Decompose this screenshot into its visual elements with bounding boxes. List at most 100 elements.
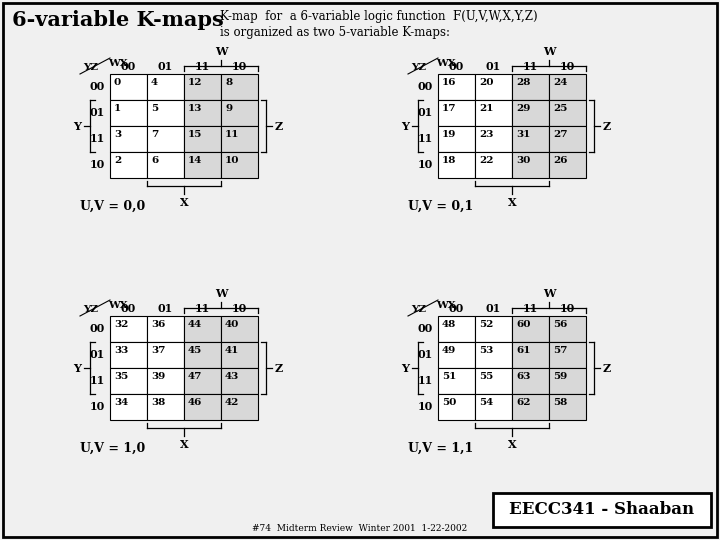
Bar (549, 100, 586, 126)
Text: 44: 44 (188, 320, 202, 329)
Text: 7: 7 (151, 130, 158, 139)
Text: 01: 01 (158, 61, 173, 72)
Bar (549, 368, 586, 394)
Text: X: X (508, 197, 516, 208)
Bar (512, 368, 549, 394)
Text: 49: 49 (442, 346, 456, 355)
Bar (438, 152, 475, 178)
Text: 54: 54 (479, 398, 493, 407)
Bar (438, 394, 475, 420)
Bar (475, 126, 512, 152)
Text: W: W (543, 288, 555, 299)
Text: 00: 00 (90, 323, 105, 334)
Text: Z: Z (603, 120, 611, 132)
Text: 43: 43 (225, 372, 239, 381)
Bar (221, 394, 258, 420)
Text: Y: Y (73, 120, 81, 132)
Text: 01: 01 (418, 349, 433, 361)
Text: 19: 19 (442, 130, 456, 139)
Text: 00: 00 (90, 82, 105, 92)
Bar (221, 316, 258, 342)
Text: Z: Z (603, 362, 611, 374)
Bar (438, 368, 475, 394)
Bar (438, 74, 475, 100)
Text: 01: 01 (158, 303, 173, 314)
Bar (221, 368, 258, 394)
Text: 29: 29 (516, 104, 531, 113)
Bar (475, 316, 512, 342)
Text: 10: 10 (232, 61, 247, 72)
Text: X: X (508, 439, 516, 450)
Text: 58: 58 (553, 398, 567, 407)
Text: 10: 10 (232, 303, 247, 314)
Text: 21: 21 (479, 104, 493, 113)
Text: YZ: YZ (411, 63, 426, 72)
Text: is organized as two 5-variable K-maps:: is organized as two 5-variable K-maps: (220, 26, 450, 39)
Bar (110, 126, 147, 152)
Text: 42: 42 (225, 398, 239, 407)
Bar (147, 342, 184, 368)
Bar (147, 74, 184, 100)
Text: 01: 01 (486, 61, 501, 72)
Text: 00: 00 (121, 303, 136, 314)
Text: 10: 10 (90, 159, 105, 171)
Text: 15: 15 (188, 130, 202, 139)
Bar (221, 342, 258, 368)
Text: 35: 35 (114, 372, 128, 381)
Text: 00: 00 (418, 323, 433, 334)
Bar (549, 152, 586, 178)
Text: 01: 01 (90, 349, 105, 361)
Text: 57: 57 (553, 346, 567, 355)
Bar (110, 394, 147, 420)
Bar (512, 74, 549, 100)
Text: 1: 1 (114, 104, 121, 113)
Text: 27: 27 (553, 130, 567, 139)
Text: 48: 48 (442, 320, 456, 329)
Bar (493, 493, 711, 527)
Bar (184, 126, 221, 152)
Bar (549, 316, 586, 342)
Text: 22: 22 (479, 156, 493, 165)
Text: 11: 11 (523, 303, 538, 314)
Text: Y: Y (73, 362, 81, 374)
Text: 11: 11 (225, 130, 240, 139)
Bar (184, 316, 221, 342)
Text: 25: 25 (553, 104, 567, 113)
Text: EECC341 - Shaaban: EECC341 - Shaaban (510, 502, 695, 518)
Text: 53: 53 (479, 346, 493, 355)
Text: U,V = 1,1: U,V = 1,1 (408, 442, 473, 455)
Text: 6: 6 (151, 156, 158, 165)
Text: 51: 51 (442, 372, 456, 381)
Text: 33: 33 (114, 346, 128, 355)
Text: W: W (215, 288, 228, 299)
Text: 11: 11 (418, 133, 433, 145)
Text: 34: 34 (114, 398, 128, 407)
Bar (512, 100, 549, 126)
Text: 00: 00 (449, 303, 464, 314)
Text: 16: 16 (442, 78, 456, 87)
Bar (221, 152, 258, 178)
Bar (184, 100, 221, 126)
Text: 11: 11 (90, 133, 105, 145)
Text: 18: 18 (442, 156, 456, 165)
Bar (475, 342, 512, 368)
Text: 11: 11 (195, 303, 210, 314)
Text: YZ: YZ (83, 63, 98, 72)
Text: 11: 11 (418, 375, 433, 387)
Bar (221, 100, 258, 126)
Text: 20: 20 (479, 78, 493, 87)
Text: 8: 8 (225, 78, 232, 87)
Text: 46: 46 (188, 398, 202, 407)
Text: Z: Z (275, 362, 283, 374)
Text: 55: 55 (479, 372, 493, 381)
Text: 47: 47 (188, 372, 202, 381)
Text: Y: Y (401, 362, 409, 374)
Text: 30: 30 (516, 156, 531, 165)
Text: W: W (543, 46, 555, 57)
Text: 00: 00 (418, 82, 433, 92)
Text: U,V = 0,0: U,V = 0,0 (80, 200, 145, 213)
Text: WX: WX (436, 301, 456, 310)
Text: 10: 10 (90, 402, 105, 413)
Text: 3: 3 (114, 130, 121, 139)
Bar (184, 394, 221, 420)
